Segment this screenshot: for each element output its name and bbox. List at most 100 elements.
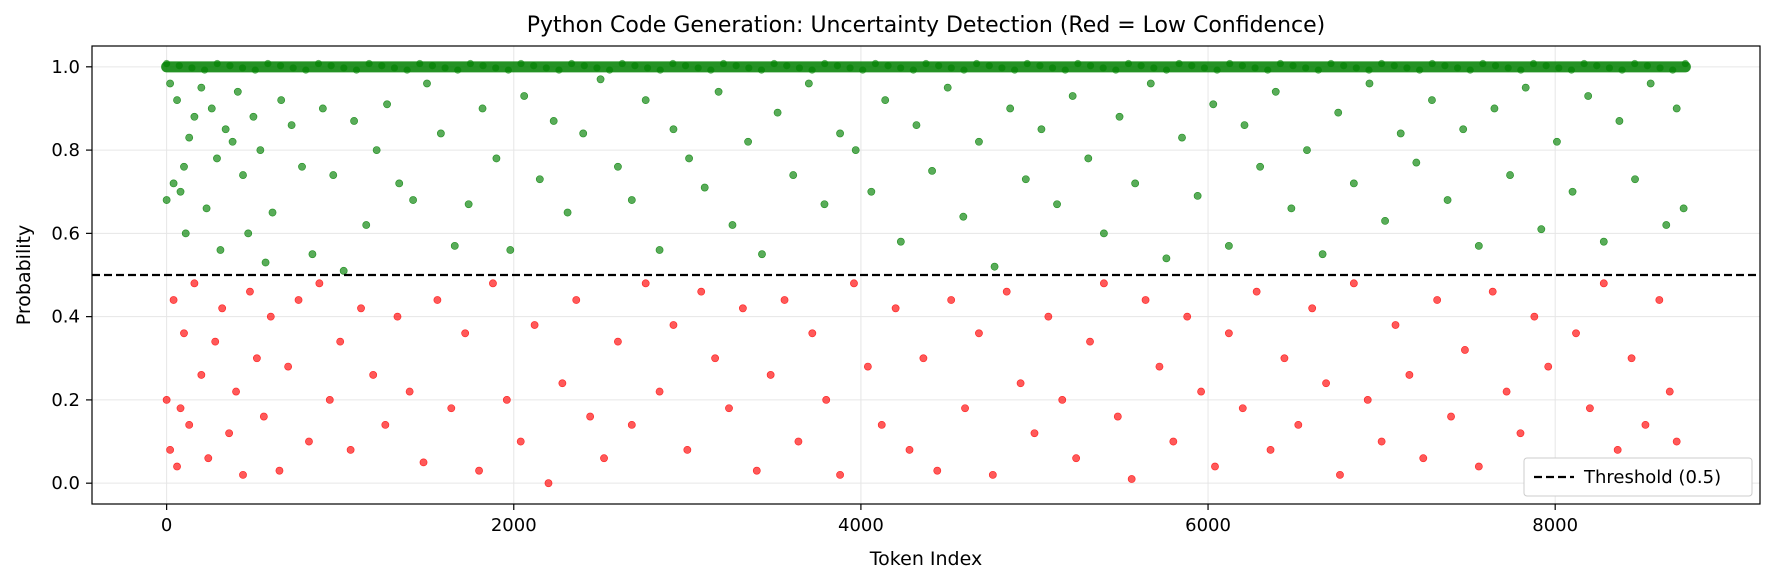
- band-point: [213, 59, 221, 68]
- band-point: [327, 62, 335, 70]
- band-point: [1238, 62, 1247, 70]
- high-confidence-point: [1459, 125, 1468, 134]
- band-point: [1517, 66, 1525, 74]
- low-confidence-point: [1211, 462, 1219, 471]
- low-confidence-point: [166, 445, 175, 454]
- band-point: [289, 64, 297, 72]
- y-tick-label: 0.0: [51, 473, 80, 494]
- low-confidence-point: [947, 296, 956, 304]
- low-confidence-point: [284, 362, 293, 371]
- band-point: [314, 59, 323, 68]
- high-confidence-point: [308, 250, 317, 259]
- high-confidence-point: [685, 154, 693, 163]
- low-confidence-point: [1586, 404, 1594, 413]
- band-point: [454, 66, 462, 74]
- band-point: [441, 64, 449, 72]
- high-confidence-point: [1100, 229, 1108, 238]
- low-confidence-point: [1294, 420, 1303, 429]
- x-tick-label: 0: [161, 515, 172, 536]
- low-confidence-point: [225, 429, 234, 438]
- high-confidence-point: [851, 146, 860, 154]
- high-confidence-point: [1162, 254, 1171, 263]
- high-confidence-point: [190, 112, 199, 121]
- low-confidence-point: [655, 387, 664, 396]
- low-confidence-point: [1530, 312, 1539, 321]
- high-confidence-point: [395, 179, 404, 188]
- high-confidence-point: [464, 200, 473, 209]
- band-point: [1276, 59, 1284, 68]
- high-confidence-point: [1053, 200, 1061, 209]
- high-confidence-point: [277, 96, 286, 105]
- high-confidence-point: [596, 75, 605, 84]
- high-confidence-point: [896, 237, 905, 246]
- band-point: [568, 59, 576, 68]
- plot-frame: [91, 45, 1761, 505]
- band-point: [694, 64, 702, 72]
- low-confidence-point: [586, 412, 595, 421]
- band-point: [1175, 59, 1183, 68]
- band-point: [542, 64, 550, 72]
- low-confidence-point: [697, 287, 706, 296]
- high-confidence-point: [216, 246, 225, 254]
- high-confidence-point: [1318, 250, 1327, 259]
- band-point: [276, 62, 285, 70]
- y-tick-label: 0.4: [51, 307, 80, 328]
- high-confidence-point: [1131, 179, 1140, 188]
- band-point: [757, 66, 766, 74]
- low-confidence-point: [905, 445, 914, 454]
- high-confidence-point: [423, 79, 431, 88]
- high-confidence-point: [1443, 196, 1452, 204]
- low-confidence-point: [259, 412, 268, 421]
- low-confidence-point: [369, 371, 378, 379]
- high-confidence-point: [180, 162, 188, 171]
- legend-threshold-label: Threshold (0.5): [1583, 467, 1721, 488]
- low-confidence-point: [600, 454, 608, 463]
- low-confidence-point: [169, 296, 178, 304]
- band-point: [1289, 62, 1297, 70]
- high-confidence-point: [1381, 216, 1389, 225]
- high-confidence-point: [318, 104, 327, 113]
- low-confidence-point: [1322, 379, 1330, 388]
- high-confidence-point: [166, 79, 175, 88]
- low-confidence-point: [325, 396, 334, 404]
- x-axis-label: Token Index: [869, 548, 982, 570]
- band-point: [884, 62, 892, 70]
- high-confidence-point: [1068, 92, 1077, 100]
- low-confidence-point: [393, 312, 402, 321]
- band-point: [783, 62, 791, 70]
- band-point: [1605, 64, 1614, 72]
- band-point: [1403, 64, 1411, 72]
- low-confidence-point: [1280, 354, 1289, 363]
- y-tick-label: 1.0: [51, 57, 80, 78]
- band-point: [504, 66, 512, 74]
- high-confidence-point: [820, 200, 829, 209]
- band-point: [1340, 62, 1348, 70]
- low-confidence-point: [419, 458, 428, 467]
- low-confidence-point: [725, 404, 733, 413]
- band-point: [1137, 62, 1145, 70]
- band-point: [1112, 66, 1120, 74]
- high-confidence-point: [1334, 108, 1343, 117]
- high-confidence-point: [1679, 204, 1688, 213]
- band-point: [530, 62, 538, 70]
- band-point: [1365, 66, 1373, 74]
- high-confidence-point: [492, 154, 501, 163]
- band-point: [492, 64, 500, 72]
- low-confidence-point: [1516, 429, 1525, 438]
- band-point: [1251, 64, 1259, 72]
- band-point: [466, 59, 474, 68]
- low-confidence-point: [669, 321, 678, 329]
- low-confidence-point: [1113, 412, 1122, 421]
- low-confidence-point: [357, 304, 365, 313]
- band-point: [428, 62, 437, 70]
- low-confidence-point: [961, 404, 969, 413]
- low-confidence-point: [1016, 379, 1025, 388]
- low-confidence-point: [877, 420, 886, 429]
- high-confidence-point: [1209, 100, 1218, 109]
- band-point: [681, 62, 690, 70]
- low-confidence-point: [975, 329, 983, 338]
- band-point: [1200, 64, 1209, 72]
- high-confidence-point: [162, 196, 171, 204]
- low-confidence-point: [711, 354, 720, 363]
- band-point: [1010, 66, 1019, 74]
